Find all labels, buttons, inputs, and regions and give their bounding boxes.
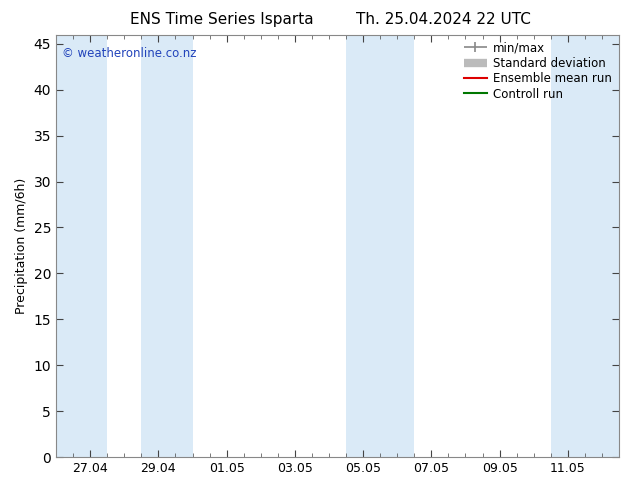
Bar	[56, 35, 107, 457]
Text: © weatheronline.co.nz: © weatheronline.co.nz	[61, 47, 196, 60]
Bar	[141, 35, 193, 457]
Bar	[346, 35, 414, 457]
Legend: min/max, Standard deviation, Ensemble mean run, Controll run: min/max, Standard deviation, Ensemble me…	[460, 38, 616, 104]
Bar	[551, 35, 619, 457]
Text: ENS Time Series Isparta: ENS Time Series Isparta	[130, 12, 314, 27]
Text: Th. 25.04.2024 22 UTC: Th. 25.04.2024 22 UTC	[356, 12, 531, 27]
Y-axis label: Precipitation (mm/6h): Precipitation (mm/6h)	[15, 178, 28, 314]
